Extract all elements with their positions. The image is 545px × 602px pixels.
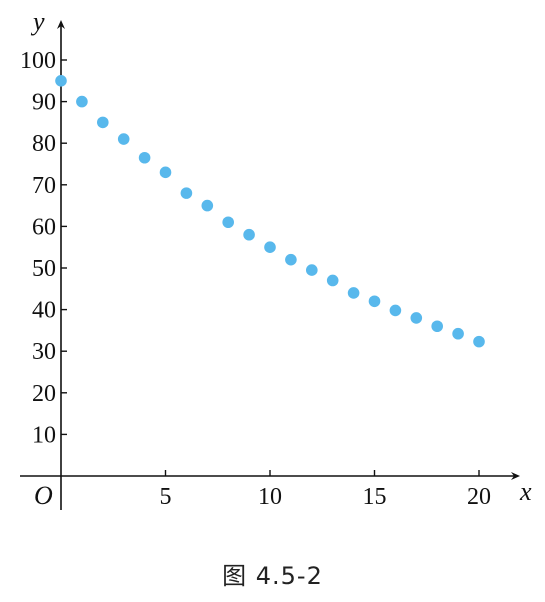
data-point bbox=[389, 304, 402, 317]
data-point bbox=[180, 187, 193, 199]
data-point bbox=[347, 287, 360, 299]
data-point bbox=[138, 151, 151, 164]
y-tick-label: 80 bbox=[32, 131, 56, 157]
data-point bbox=[410, 312, 423, 324]
y-tick-label: 50 bbox=[32, 256, 56, 282]
data-point bbox=[473, 335, 485, 348]
x-axis-label: x bbox=[519, 477, 532, 506]
y-tick-label: 40 bbox=[32, 298, 56, 324]
y-tick-label: 90 bbox=[32, 90, 56, 116]
data-point bbox=[117, 133, 130, 145]
data-point bbox=[97, 116, 109, 129]
data-point bbox=[76, 95, 88, 108]
data-point bbox=[264, 241, 276, 253]
data-point bbox=[368, 295, 381, 308]
axes: x y O bbox=[20, 7, 532, 510]
y-tick-label: 20 bbox=[32, 381, 56, 407]
x-tick-label: 5 bbox=[160, 484, 172, 510]
y-tick-label: 60 bbox=[32, 214, 56, 240]
data-point bbox=[243, 228, 255, 241]
data-point bbox=[201, 199, 214, 212]
figure-caption: 图 4.5-2 bbox=[222, 562, 323, 590]
data-points bbox=[55, 75, 485, 348]
y-tick-label: 70 bbox=[32, 173, 56, 199]
data-point bbox=[306, 264, 318, 276]
data-point bbox=[452, 327, 464, 340]
origin-label: O bbox=[34, 481, 53, 510]
data-point bbox=[159, 166, 172, 179]
y-axis-label: y bbox=[30, 7, 45, 36]
data-point bbox=[326, 274, 339, 287]
data-point bbox=[55, 75, 67, 87]
x-tick-label: 15 bbox=[363, 484, 387, 510]
data-point bbox=[285, 253, 297, 266]
y-tick-label: 100 bbox=[20, 48, 56, 74]
y-tick-label: 30 bbox=[32, 339, 56, 365]
y-tick-label: 10 bbox=[32, 422, 56, 448]
x-tick-label: 10 bbox=[258, 484, 282, 510]
ticks: 10 20 30 40 50 60 70 80 90 100 5 10 15 20 bbox=[20, 48, 491, 510]
x-tick-label: 20 bbox=[467, 484, 491, 510]
data-point bbox=[431, 320, 444, 333]
data-point bbox=[222, 216, 234, 229]
